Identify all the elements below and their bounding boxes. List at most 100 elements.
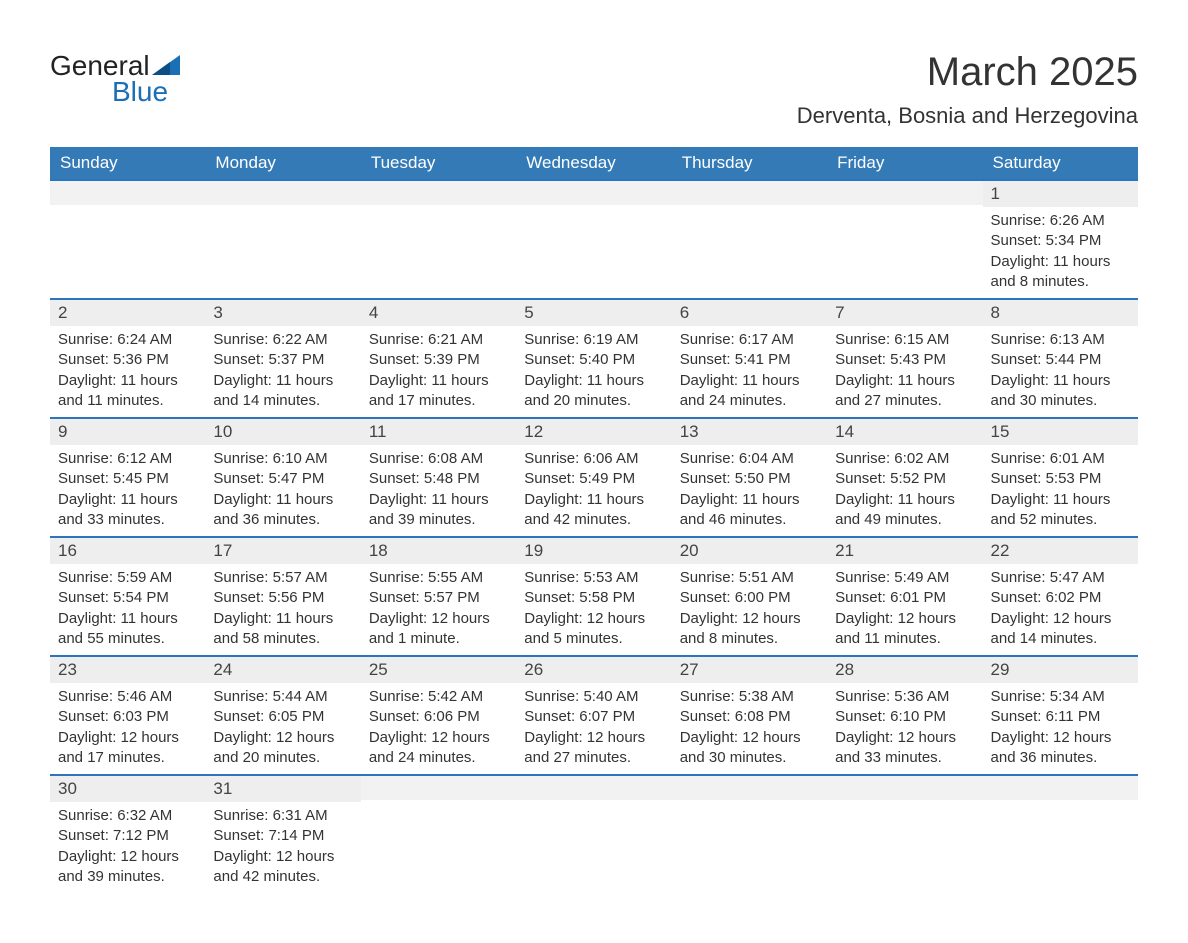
day-cell: 14Sunrise: 6:02 AMSunset: 5:52 PMDayligh…: [827, 419, 982, 536]
sunrise-text: Sunrise: 5:46 AM: [58, 687, 197, 707]
daylight-text-1: Daylight: 11 hours: [680, 490, 819, 510]
empty-cell: [361, 181, 516, 298]
title-block: March 2025 Derventa, Bosnia and Herzegov…: [797, 50, 1138, 129]
week-row: 16Sunrise: 5:59 AMSunset: 5:54 PMDayligh…: [50, 536, 1138, 655]
daylight-text-1: Daylight: 11 hours: [835, 371, 974, 391]
logo-triangle-icon: [152, 55, 180, 75]
month-title: March 2025: [797, 50, 1138, 95]
day-cell: 31Sunrise: 6:31 AMSunset: 7:14 PMDayligh…: [205, 776, 360, 893]
day-details: Sunrise: 5:47 AMSunset: 6:02 PMDaylight:…: [983, 564, 1138, 655]
daylight-text-2: and 20 minutes.: [213, 748, 352, 768]
daylight-text-2: and 58 minutes.: [213, 629, 352, 649]
empty-cell: [672, 181, 827, 298]
day-number: 14: [827, 419, 982, 445]
daylight-text-1: Daylight: 11 hours: [524, 371, 663, 391]
day-number: 26: [516, 657, 671, 683]
sunset-text: Sunset: 6:08 PM: [680, 707, 819, 727]
day-number: [205, 181, 360, 205]
sunset-text: Sunset: 5:52 PM: [835, 469, 974, 489]
day-number: [672, 181, 827, 205]
sunrise-text: Sunrise: 6:10 AM: [213, 449, 352, 469]
day-cell: 5Sunrise: 6:19 AMSunset: 5:40 PMDaylight…: [516, 300, 671, 417]
sunrise-text: Sunrise: 5:38 AM: [680, 687, 819, 707]
day-details: Sunrise: 5:44 AMSunset: 6:05 PMDaylight:…: [205, 683, 360, 774]
daylight-text-1: Daylight: 11 hours: [835, 490, 974, 510]
daylight-text-2: and 27 minutes.: [835, 391, 974, 411]
day-number: 18: [361, 538, 516, 564]
day-number: 6: [672, 300, 827, 326]
day-number: 30: [50, 776, 205, 802]
sunset-text: Sunset: 5:37 PM: [213, 350, 352, 370]
daylight-text-1: Daylight: 11 hours: [991, 252, 1130, 272]
sunrise-text: Sunrise: 6:22 AM: [213, 330, 352, 350]
day-cell: 21Sunrise: 5:49 AMSunset: 6:01 PMDayligh…: [827, 538, 982, 655]
sunset-text: Sunset: 5:53 PM: [991, 469, 1130, 489]
sunset-text: Sunset: 5:44 PM: [991, 350, 1130, 370]
day-cell: 28Sunrise: 5:36 AMSunset: 6:10 PMDayligh…: [827, 657, 982, 774]
empty-cell: [983, 776, 1138, 893]
daylight-text-2: and 36 minutes.: [213, 510, 352, 530]
sunrise-text: Sunrise: 6:04 AM: [680, 449, 819, 469]
day-number: 3: [205, 300, 360, 326]
day-number: 15: [983, 419, 1138, 445]
daylight-text-1: Daylight: 12 hours: [991, 609, 1130, 629]
daylight-text-1: Daylight: 12 hours: [58, 847, 197, 867]
day-details: Sunrise: 6:15 AMSunset: 5:43 PMDaylight:…: [827, 326, 982, 417]
day-number: 16: [50, 538, 205, 564]
daylight-text-1: Daylight: 12 hours: [369, 609, 508, 629]
daylight-text-2: and 52 minutes.: [991, 510, 1130, 530]
daylight-text-1: Daylight: 11 hours: [369, 490, 508, 510]
daylight-text-1: Daylight: 12 hours: [213, 847, 352, 867]
daylight-text-2: and 17 minutes.: [369, 391, 508, 411]
day-details: Sunrise: 6:22 AMSunset: 5:37 PMDaylight:…: [205, 326, 360, 417]
daylight-text-2: and 8 minutes.: [991, 272, 1130, 292]
day-number: 27: [672, 657, 827, 683]
daylight-text-1: Daylight: 12 hours: [369, 728, 508, 748]
day-number: 10: [205, 419, 360, 445]
day-number: 19: [516, 538, 671, 564]
day-number: [827, 776, 982, 800]
daylight-text-2: and 20 minutes.: [524, 391, 663, 411]
daylight-text-1: Daylight: 11 hours: [58, 609, 197, 629]
daylight-text-2: and 27 minutes.: [524, 748, 663, 768]
day-details: Sunrise: 6:24 AMSunset: 5:36 PMDaylight:…: [50, 326, 205, 417]
day-details: Sunrise: 6:01 AMSunset: 5:53 PMDaylight:…: [983, 445, 1138, 536]
daylight-text-2: and 36 minutes.: [991, 748, 1130, 768]
sunrise-text: Sunrise: 6:19 AM: [524, 330, 663, 350]
day-cell: 16Sunrise: 5:59 AMSunset: 5:54 PMDayligh…: [50, 538, 205, 655]
daylight-text-1: Daylight: 11 hours: [369, 371, 508, 391]
day-cell: 17Sunrise: 5:57 AMSunset: 5:56 PMDayligh…: [205, 538, 360, 655]
day-cell: 19Sunrise: 5:53 AMSunset: 5:58 PMDayligh…: [516, 538, 671, 655]
sunrise-text: Sunrise: 6:26 AM: [991, 211, 1130, 231]
daylight-text-2: and 24 minutes.: [369, 748, 508, 768]
day-number: 2: [50, 300, 205, 326]
daylight-text-1: Daylight: 11 hours: [213, 609, 352, 629]
day-cell: 11Sunrise: 6:08 AMSunset: 5:48 PMDayligh…: [361, 419, 516, 536]
day-number: [672, 776, 827, 800]
day-number: 8: [983, 300, 1138, 326]
daylight-text-2: and 5 minutes.: [524, 629, 663, 649]
day-number: 23: [50, 657, 205, 683]
daylight-text-1: Daylight: 12 hours: [213, 728, 352, 748]
day-number: 17: [205, 538, 360, 564]
sunrise-text: Sunrise: 5:40 AM: [524, 687, 663, 707]
day-details: Sunrise: 6:26 AMSunset: 5:34 PMDaylight:…: [983, 207, 1138, 298]
day-number: [983, 776, 1138, 800]
empty-cell: [672, 776, 827, 893]
day-cell: 4Sunrise: 6:21 AMSunset: 5:39 PMDaylight…: [361, 300, 516, 417]
empty-cell: [361, 776, 516, 893]
sunrise-text: Sunrise: 6:08 AM: [369, 449, 508, 469]
sunset-text: Sunset: 6:05 PM: [213, 707, 352, 727]
day-cell: 23Sunrise: 5:46 AMSunset: 6:03 PMDayligh…: [50, 657, 205, 774]
sunrise-text: Sunrise: 5:57 AM: [213, 568, 352, 588]
day-details: Sunrise: 5:42 AMSunset: 6:06 PMDaylight:…: [361, 683, 516, 774]
empty-cell: [205, 181, 360, 298]
day-cell: 1Sunrise: 6:26 AMSunset: 5:34 PMDaylight…: [983, 181, 1138, 298]
day-cell: 10Sunrise: 6:10 AMSunset: 5:47 PMDayligh…: [205, 419, 360, 536]
weekday-header: Tuesday: [361, 147, 516, 179]
day-details: Sunrise: 6:12 AMSunset: 5:45 PMDaylight:…: [50, 445, 205, 536]
header: General Blue March 2025 Derventa, Bosnia…: [50, 50, 1138, 129]
daylight-text-1: Daylight: 12 hours: [991, 728, 1130, 748]
day-number: 24: [205, 657, 360, 683]
daylight-text-2: and 14 minutes.: [213, 391, 352, 411]
